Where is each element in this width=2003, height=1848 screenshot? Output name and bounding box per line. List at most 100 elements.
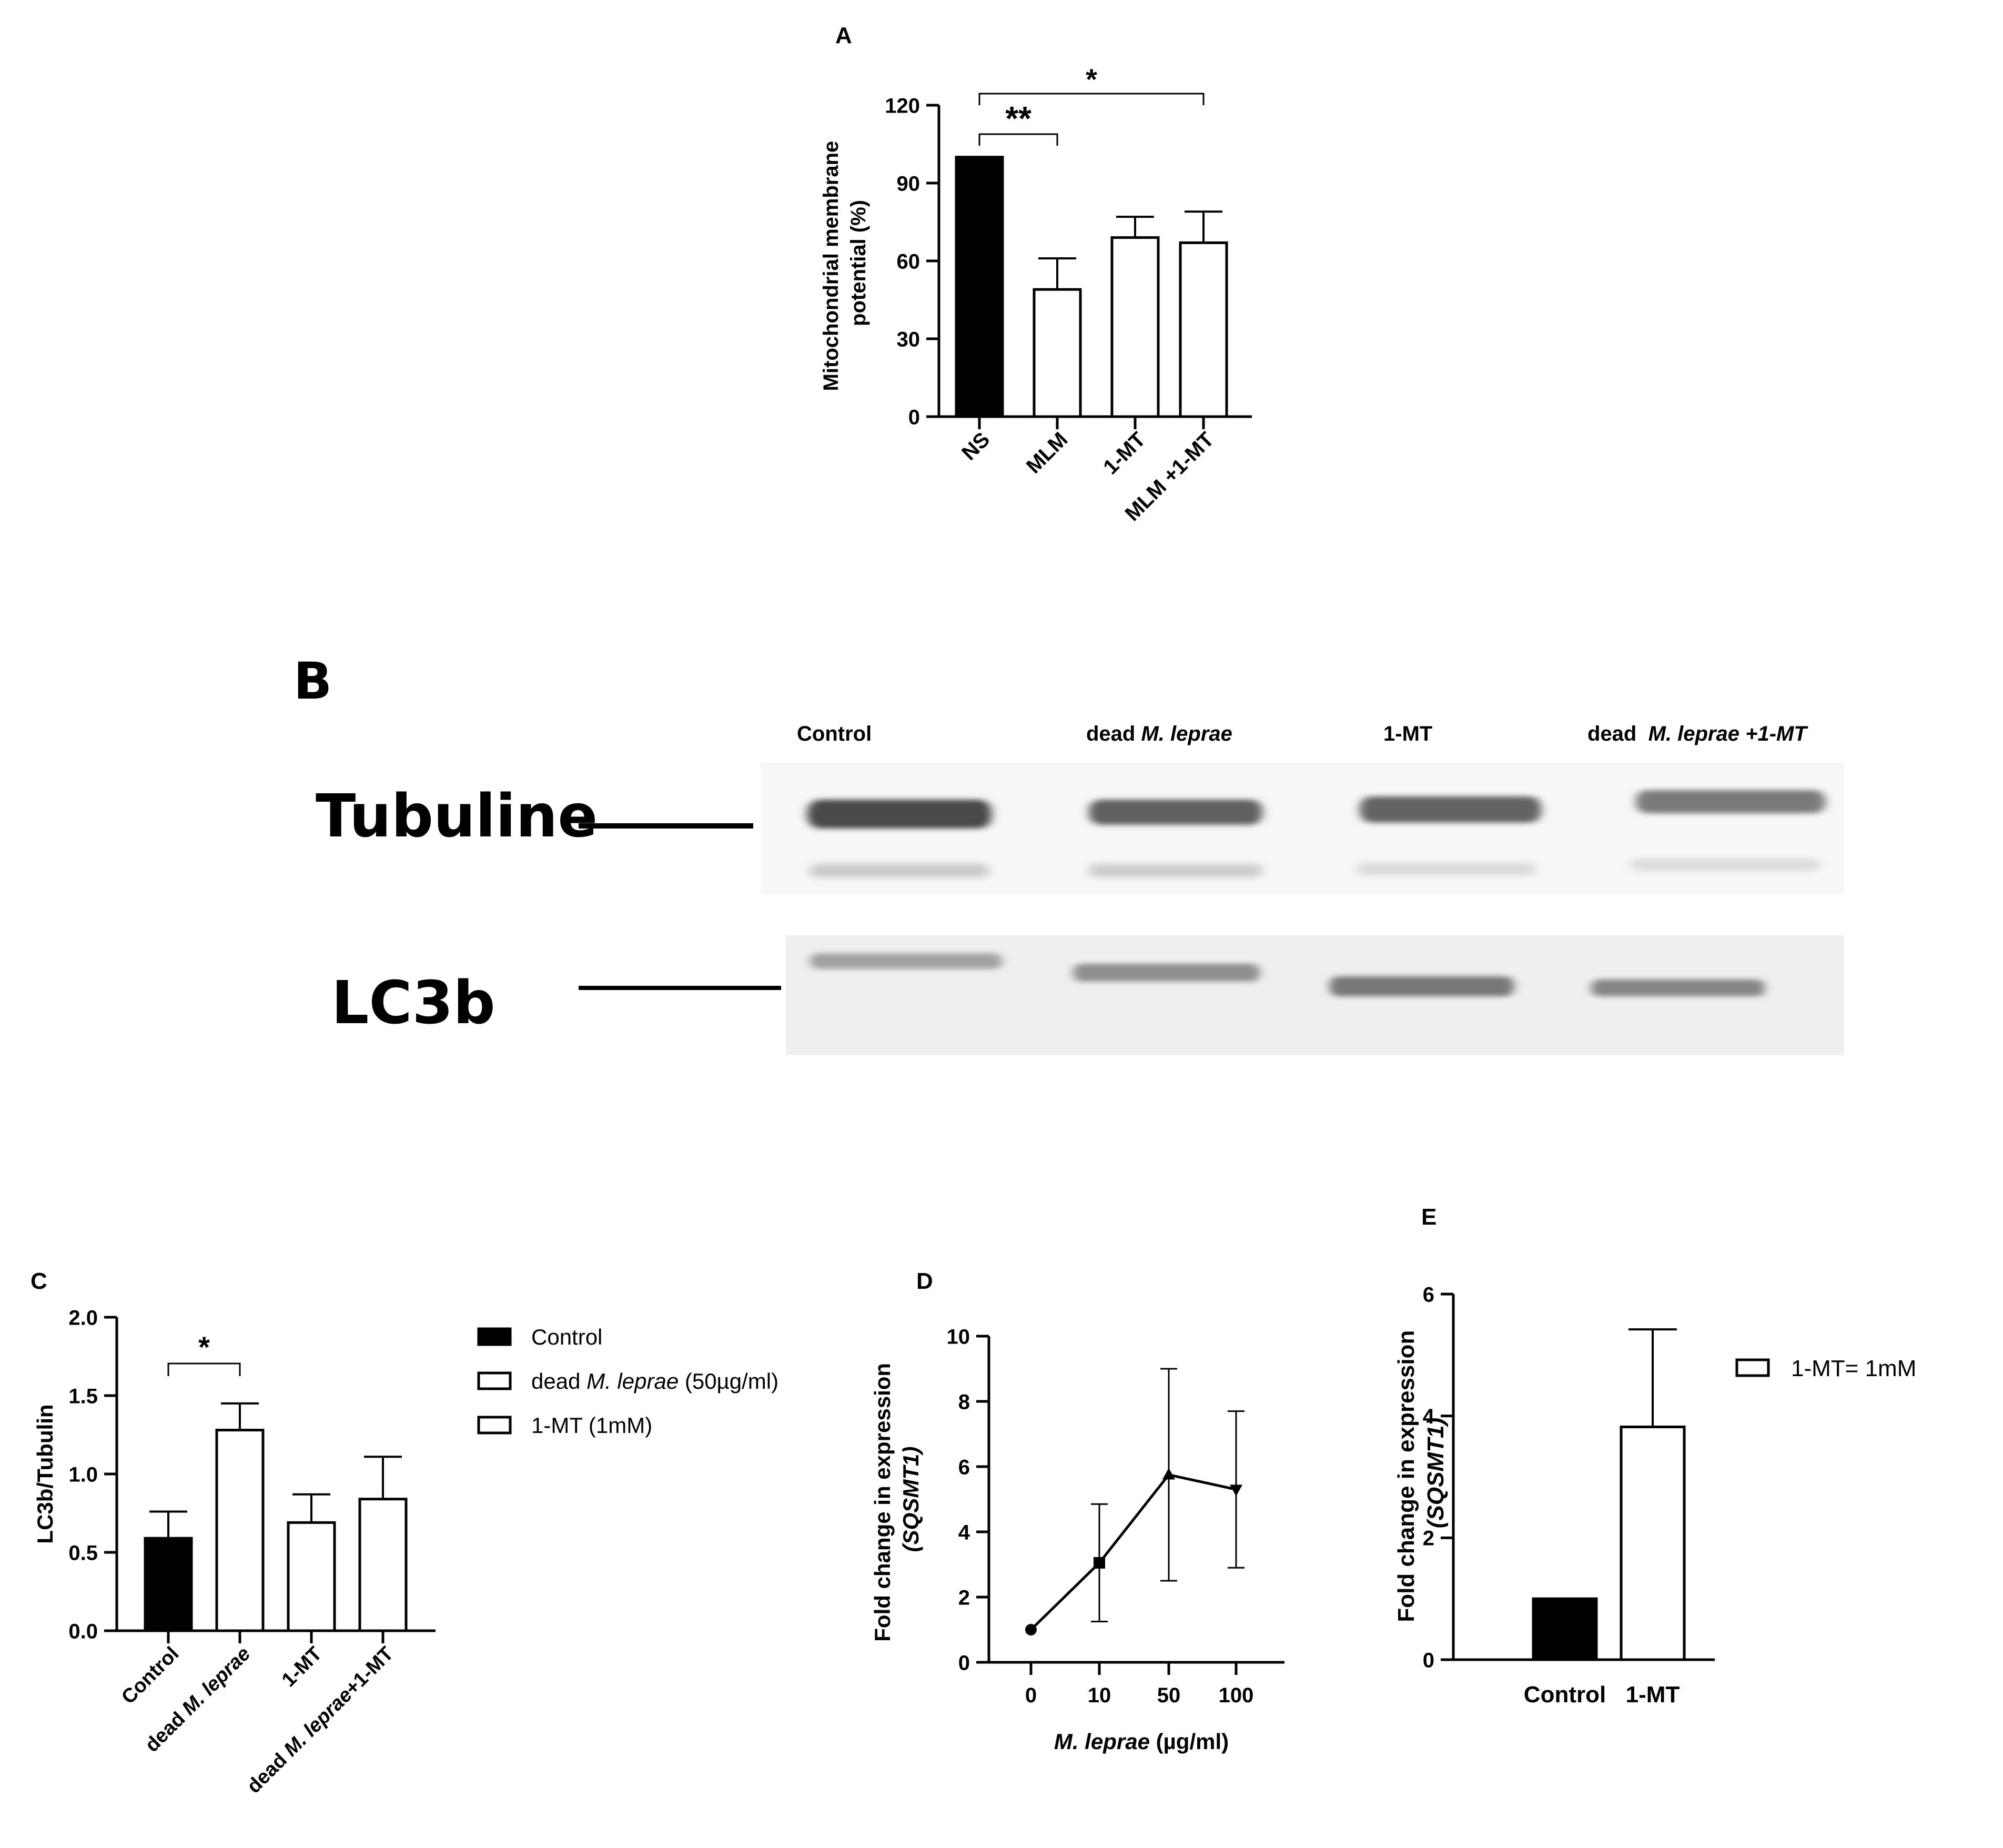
panel-a-ylabel-line1: Mitochondrial membrane (820, 141, 843, 391)
legend-label-dead-m-leprae: dead M. leprae (50µg/ml) (531, 1369, 778, 1393)
lane-label-1-mt: 1-MT (1383, 722, 1432, 745)
tubulin-band (807, 800, 992, 829)
lane-label-dead-m-leprae: dead M. leprae (1086, 722, 1232, 745)
lc3b-band (1591, 979, 1765, 996)
panel-a-xtick-label: MLM (1022, 428, 1073, 478)
panel-a-xtick-label: NS (957, 428, 994, 464)
legend-label-1-mt: 1-MT (1mM) (531, 1413, 652, 1438)
legend-swatch-1-mt-1mm (1735, 1358, 1770, 1377)
panel-a-significance-bracket (978, 93, 1205, 105)
c-bar-dead-m-leprae-1-mt (358, 1498, 408, 1632)
c-bar-1-mt (287, 1521, 336, 1632)
c-bar-dead-m-leprae (215, 1429, 265, 1632)
panel-d-xtick-label: 0 (1025, 1684, 1037, 1707)
panel-d-xlabel: M. leprae (µg/ml) (1054, 1729, 1229, 1754)
lc3b-band (1073, 964, 1260, 982)
panel-e-ytick-label: 0 (1423, 1649, 1434, 1672)
tubulin-faint-band (1631, 859, 1820, 871)
panel-e-ytick-label: 4 (1423, 1405, 1435, 1428)
tubulin-band (1360, 796, 1541, 823)
a-bar-mlm (1033, 288, 1082, 418)
lc3b-bands (810, 953, 1765, 996)
panel-d-ylabel: Fold change in expression (SQSMT1) (870, 1357, 924, 1641)
panel-c-ylabel: LC3b/Tubulin (33, 1404, 57, 1543)
panel-a-significance-label: * (1086, 63, 1097, 96)
panel-e-xtick-label: Control (1524, 1682, 1606, 1708)
panel-c-ytick-label: 1.0 (68, 1463, 98, 1486)
e-bar-1-mt (1620, 1426, 1686, 1661)
panel-d: D 0 2 4 6 8 10 0 10 50 100 Fold change in expres… (870, 1268, 1284, 1754)
panel-b: B Control dead M. leprae 1-MT dead M. le… (294, 652, 1844, 1055)
panel-c-ytick-label: 0.5 (68, 1541, 98, 1564)
a-bar-1-mt (1110, 236, 1160, 418)
panel-a-ylabel-line2: potential (%) (847, 200, 870, 326)
panel-d-point-circle (1025, 1624, 1037, 1635)
panel-a-significance-bracket (978, 133, 1058, 146)
tubulin-faint-band (1357, 863, 1536, 875)
panel-a-ylabel: Mitochondrial membrane potential (%) (820, 135, 870, 391)
panel-a-significance-label: ** (1005, 99, 1031, 137)
a-bar-mlm-1-mt (1179, 241, 1228, 418)
panel-c-ytick-label: 1.5 (68, 1385, 98, 1408)
panel-b-letter: B (294, 652, 332, 711)
a-bar-ns (955, 156, 1004, 418)
legend-swatch-1-mt (477, 1416, 512, 1435)
row-label-tubuline: Tubuline (316, 782, 598, 851)
panel-c-ytick-label: 0.0 (68, 1620, 98, 1643)
panel-d-xtick-label: 100 (1219, 1684, 1254, 1707)
panel-e-ylabel-line1: Fold change in expression (1393, 1330, 1419, 1622)
panel-c-legend: Control dead M. leprae (50µg/ml) 1-MT (1… (477, 1325, 778, 1438)
legend-swatch-control (477, 1327, 512, 1346)
panel-d-xtick-label: 50 (1157, 1684, 1181, 1707)
panel-c-xtick-label: dead M. leprae+1-MT (243, 1643, 398, 1798)
panel-d-series-line (1030, 1473, 1237, 1631)
panel-c-xtick-label: Control (117, 1643, 183, 1709)
panel-d-ytick-label: 0 (958, 1651, 970, 1674)
panel-e-xtick-label: 1-MT (1626, 1682, 1680, 1708)
legend-swatch-dead-m-leprae (477, 1371, 512, 1390)
legend-label-control: Control (531, 1325, 602, 1349)
lane-label-dead-m-leprae-1-mt: dead M. leprae +1-MT (1587, 722, 1808, 745)
legend-label-1-mt-1mm: 1-MT= 1mM (1791, 1356, 1916, 1381)
tubulin-band (1636, 790, 1825, 813)
panel-d-ytick-label: 2 (958, 1586, 970, 1609)
panel-d-ytick-label: 8 (958, 1390, 970, 1413)
panel-e-ylabel: Fold change in expression (SQSMT1) (1393, 1324, 1449, 1622)
panel-a-ytick-label: 30 (897, 328, 920, 351)
panel-e-ytick-label: 2 (1423, 1527, 1434, 1550)
panel-d-point-square (1094, 1557, 1105, 1569)
panel-c-letter: C (31, 1268, 47, 1294)
tubulin-band (1089, 800, 1262, 825)
panel-d-ytick-label: 4 (958, 1521, 970, 1544)
row-label-lc3b: LC3b (331, 969, 495, 1037)
panel-e-ytick-label: 6 (1423, 1283, 1434, 1306)
panel-d-ytick-label: 6 (958, 1456, 970, 1479)
panel-c-significance-bracket (167, 1362, 241, 1376)
panel-e-legend: 1-MT= 1mM (1735, 1356, 1916, 1381)
panel-d-ylabel-line2: (SQSMT1) (898, 1447, 924, 1552)
panel-d-point-triangle-up (1162, 1468, 1175, 1480)
panel-d-ytick-label: 10 (947, 1325, 970, 1348)
panel-c-ytick-label: 2.0 (68, 1306, 98, 1329)
lane-label-control: Control (797, 722, 872, 745)
lc3b-band (810, 953, 1002, 969)
panel-d-ylabel-line1: Fold change in expression (870, 1363, 895, 1642)
panel-c-significance-label: * (198, 1330, 210, 1364)
panel-a-letter: A (835, 23, 852, 48)
panel-a-ytick-label: 120 (885, 94, 920, 117)
panel-a-xtick-label: 1-MT (1099, 428, 1150, 479)
panel-d-point-triangle-down (1230, 1485, 1242, 1497)
panel-e-ylabel-line2: (SQSMT1) (1423, 1418, 1449, 1528)
panel-e-letter: E (1421, 1204, 1437, 1230)
panel-a-ytick-label: 60 (897, 250, 920, 273)
e-bar-control (1532, 1597, 1598, 1661)
panel-d-letter: D (916, 1268, 933, 1294)
panel-a-ytick-label: 90 (897, 172, 920, 195)
panel-c-xtick-label: 1-MT (278, 1643, 326, 1691)
tubulin-bands (807, 790, 1825, 877)
c-bar-control (144, 1537, 193, 1632)
panel-e: E 0 2 4 6 Control 1-MT Fold change in expres… (1393, 1204, 1916, 1708)
